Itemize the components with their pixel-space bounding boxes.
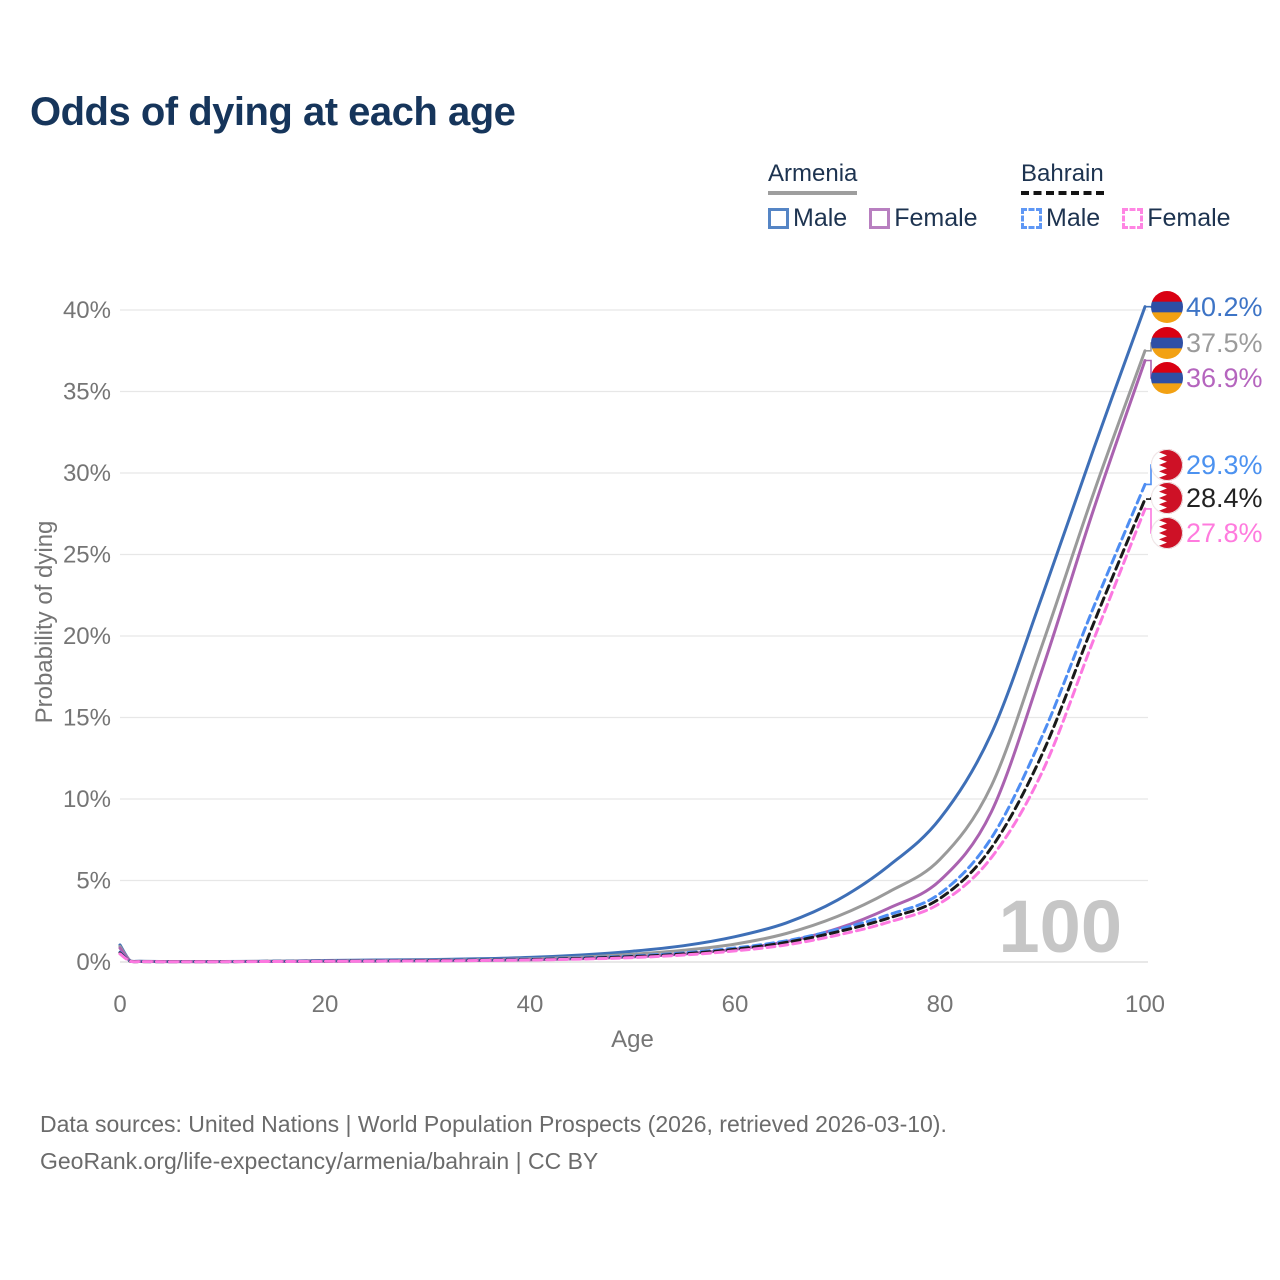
footer-data-sources: Data sources: United Nations | World Pop… [40, 1111, 947, 1137]
armenia-female-swatch[interactable] [869, 208, 891, 229]
y-tick-label: 0% [76, 949, 111, 976]
x-tick-label: 0 [113, 991, 126, 1018]
x-axis-title: Age [611, 1026, 654, 1053]
legend-group-armenia: Armenia Male Female [768, 160, 978, 233]
y-tick-label: 15% [63, 705, 111, 732]
bahrain-male-label[interactable]: Male [1046, 204, 1101, 232]
armenia-male-swatch[interactable] [768, 208, 789, 229]
bahrain-male-swatch[interactable] [1021, 208, 1042, 229]
x-tick-label: 40 [517, 991, 544, 1018]
y-tick-label: 35% [63, 379, 111, 406]
legend-group-bahrain: Bahrain Male Female [1021, 160, 1231, 233]
series-line-armenia-female[interactable] [118, 359, 1147, 964]
y-axis-title: Probability of dying [31, 520, 58, 724]
y-tick-label: 20% [63, 623, 111, 650]
armenia-female-label[interactable]: Female [894, 204, 978, 232]
end-label-armenia-all: 37.5% [1186, 328, 1263, 358]
end-label-bahrain-female: 27.8% [1186, 518, 1263, 548]
x-tick-label: 100 [1125, 991, 1165, 1018]
armenia-flag-icon [1151, 291, 1183, 323]
y-tick-label: 5% [76, 868, 111, 895]
armenia-flag-icon [1151, 362, 1183, 394]
end-label-armenia-male: 40.2% [1186, 292, 1263, 322]
end-label-bahrain-all: 28.4% [1186, 483, 1263, 513]
y-tick-label: 30% [63, 460, 111, 487]
end-label-bahrain-male: 29.3% [1186, 450, 1263, 480]
y-tick-label: 40% [63, 297, 111, 324]
footer: Data sources: United Nations | World Pop… [40, 1106, 947, 1180]
x-tick-label: 60 [722, 991, 749, 1018]
y-tick-label: 25% [63, 542, 111, 569]
series-line-armenia-all[interactable] [118, 349, 1147, 964]
end-label-armenia-female: 36.9% [1186, 363, 1263, 393]
bahrain-female-swatch[interactable] [1122, 208, 1144, 229]
series-line-armenia-male[interactable] [118, 305, 1147, 964]
armenia-flag-icon [1151, 327, 1183, 359]
series-line-bahrain-female[interactable] [118, 507, 1147, 964]
footer-attribution: GeoRank.org/life-expectancy/armenia/bahr… [40, 1148, 599, 1174]
series-line-bahrain-male[interactable] [118, 482, 1147, 964]
armenia-male-label[interactable]: Male [793, 204, 848, 232]
bahrain-flag-icon [1151, 517, 1183, 549]
legend-bahrain-title[interactable]: Bahrain [1021, 160, 1104, 195]
x-tick-label: 80 [927, 991, 954, 1018]
page-title: Odds of dying at each age [30, 90, 516, 134]
age-watermark: 100 [999, 885, 1122, 968]
y-tick-label: 10% [63, 786, 111, 813]
bahrain-female-label[interactable]: Female [1147, 204, 1231, 232]
x-tick-label: 20 [312, 991, 339, 1018]
bahrain-flag-icon [1151, 449, 1183, 481]
legend: Armenia Male Female Bahrain Male Female [0, 160, 1280, 250]
legend-armenia-title[interactable]: Armenia [768, 160, 858, 195]
bahrain-flag-icon [1151, 482, 1183, 514]
